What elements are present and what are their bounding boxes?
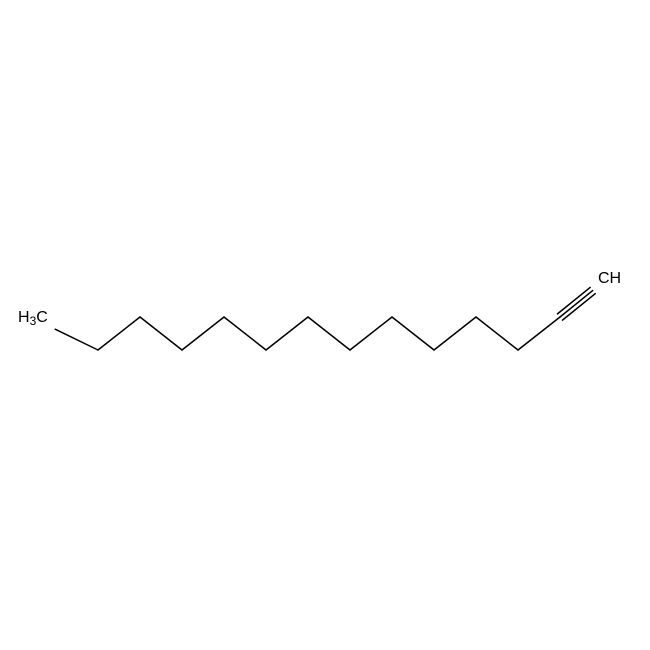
bond-line [557,287,590,313]
molecule-canvas: H3C CH [0,0,650,650]
bond-line [434,317,476,350]
bond-line [560,291,593,317]
bond-line [476,317,518,350]
bonds-group [55,287,595,350]
bond-line [140,317,182,350]
bond-line [518,317,560,350]
bond-line [266,317,308,350]
bond-line [308,317,350,350]
bond-line [350,317,392,350]
atom-label: H3C [18,309,48,328]
molecule-svg: H3C CH [0,0,650,650]
atom-label: CH [598,270,621,287]
bond-line [563,294,596,320]
bond-line [98,317,140,350]
bond-line [55,329,98,350]
atom-labels-group: H3C CH [18,270,621,328]
bond-line [392,317,434,350]
bond-line [224,317,266,350]
bond-line [182,317,224,350]
